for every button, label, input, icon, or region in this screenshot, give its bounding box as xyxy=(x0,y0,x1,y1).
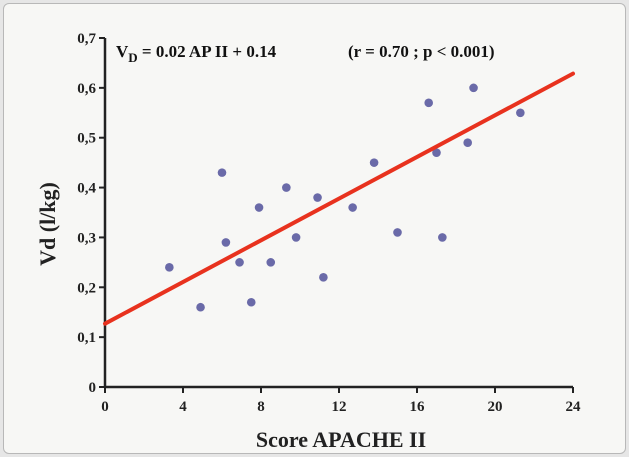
data-point xyxy=(196,302,205,312)
data-point xyxy=(217,168,227,177)
equation-rhs: = 0.02 AP II + 0.14 xyxy=(138,42,277,61)
data-point xyxy=(291,233,301,242)
y-tick-label: 0 xyxy=(89,380,97,396)
data-point xyxy=(424,98,434,108)
data-point xyxy=(254,203,264,212)
data-point xyxy=(516,108,525,118)
data-point xyxy=(369,158,379,167)
y-tick-label: 0,3 xyxy=(77,230,96,246)
scatter-chart: 0 0,1 0,2 0,3 0,4 0,5 0,6 0,7 0 4 8 12 16 20 24 VD = … xyxy=(35,31,582,452)
equation-annotation: VD = 0.02 AP II + 0.14 xyxy=(116,42,277,65)
y-tick-label: 0,2 xyxy=(77,280,96,296)
data-point xyxy=(348,203,357,212)
y-tick-label: 0,5 xyxy=(77,131,96,147)
equation-subscript: D xyxy=(128,50,137,65)
data-point xyxy=(282,183,291,192)
data-point xyxy=(235,258,244,267)
equation-lhs: V xyxy=(116,42,129,61)
x-axis-title: Score APACHE II xyxy=(256,427,426,452)
x-tick-label: 4 xyxy=(179,399,187,415)
data-point xyxy=(266,258,276,267)
chart-frame: 0 0,1 0,2 0,3 0,4 0,5 0,6 0,7 0 4 8 12 16 20 24 VD = … xyxy=(3,3,626,454)
x-tick-label: 0 xyxy=(101,399,109,415)
y-tick-label: 0,4 xyxy=(77,181,96,197)
data-point xyxy=(432,148,441,157)
data-point xyxy=(165,263,174,272)
data-point xyxy=(246,297,256,307)
x-tick-label: 24 xyxy=(566,399,582,415)
stats-annotation: (r = 0.70 ; p < 0.001) xyxy=(348,42,495,61)
data-point xyxy=(438,233,447,242)
data-point xyxy=(463,138,473,147)
regression-group xyxy=(103,71,575,326)
x-tick-label: 8 xyxy=(257,399,265,415)
y-axis-title: Vd (l/kg) xyxy=(35,182,60,266)
y-axis: 0 0,1 0,2 0,3 0,4 0,5 0,6 0,7 xyxy=(77,31,107,396)
y-tick-label: 0,6 xyxy=(77,81,96,97)
x-tick-label: 12 xyxy=(332,399,347,415)
x-axis: 0 4 8 12 16 20 24 xyxy=(101,385,582,415)
data-point xyxy=(393,228,402,237)
data-point xyxy=(313,193,322,202)
data-points xyxy=(165,83,525,312)
data-point xyxy=(469,83,478,93)
regression-line xyxy=(103,71,575,326)
x-tick-label: 20 xyxy=(488,399,503,415)
x-tick-label: 16 xyxy=(410,399,426,415)
y-tick-label: 0,7 xyxy=(77,31,96,47)
y-tick-label: 0,1 xyxy=(77,330,96,346)
data-point xyxy=(221,238,231,247)
data-point xyxy=(319,273,328,282)
